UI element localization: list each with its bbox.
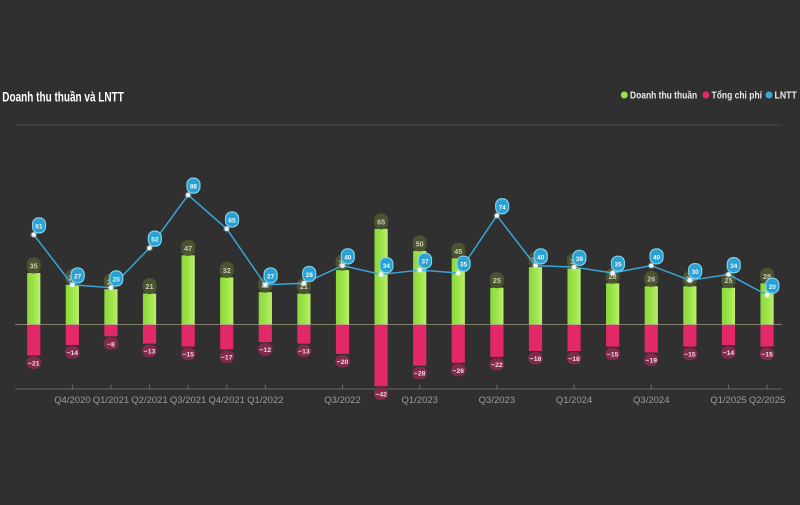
svg-text:52: 52: [151, 237, 159, 244]
svg-text:26: 26: [647, 275, 655, 284]
svg-text:45: 45: [454, 247, 462, 256]
svg-text:−19: −19: [646, 357, 658, 364]
svg-text:−26: −26: [453, 368, 465, 375]
svg-text:47: 47: [184, 244, 192, 253]
svg-text:21: 21: [300, 282, 308, 291]
svg-text:−42: −42: [375, 391, 387, 398]
svg-text:Q2/2021: Q2/2021: [131, 395, 167, 406]
svg-text:−20: −20: [337, 359, 349, 366]
svg-text:Q1/2021: Q1/2021: [93, 395, 129, 406]
svg-text:25: 25: [493, 276, 501, 285]
svg-text:−21: −21: [28, 360, 40, 367]
svg-text:65: 65: [377, 217, 385, 226]
svg-text:35: 35: [614, 262, 622, 269]
svg-text:−17: −17: [221, 355, 233, 362]
svg-text:Doanh thu thuần: Doanh thu thuần: [630, 89, 697, 101]
svg-text:−18: −18: [568, 356, 580, 363]
svg-text:27: 27: [74, 273, 82, 280]
svg-text:50: 50: [416, 239, 424, 248]
svg-text:Q1/2024: Q1/2024: [556, 395, 592, 406]
svg-text:Q4/2020: Q4/2020: [54, 395, 90, 406]
svg-text:39: 39: [576, 256, 584, 263]
svg-text:−15: −15: [182, 352, 194, 359]
svg-text:Q3/2024: Q3/2024: [633, 395, 669, 406]
svg-text:40: 40: [653, 254, 661, 261]
svg-text:37: 37: [421, 259, 429, 266]
svg-text:−15: −15: [607, 352, 619, 359]
svg-text:Tổng chi phí: Tổng chi phí: [712, 89, 764, 101]
svg-text:30: 30: [692, 269, 700, 276]
svg-text:35: 35: [460, 262, 468, 269]
svg-text:−22: −22: [491, 362, 503, 369]
svg-text:28: 28: [609, 272, 617, 281]
svg-text:Doanh thu thuần và LNTT: Doanh thu thuần và LNTT: [2, 89, 124, 105]
svg-text:Q1/2023: Q1/2023: [401, 395, 437, 406]
svg-text:28: 28: [763, 272, 771, 281]
svg-text:−12: −12: [260, 347, 272, 354]
svg-text:Q3/2022: Q3/2022: [324, 395, 360, 406]
svg-text:−18: −18: [530, 356, 542, 363]
svg-text:−14: −14: [723, 350, 735, 357]
svg-text:Q1/2025: Q1/2025: [710, 395, 746, 406]
svg-text:−13: −13: [298, 349, 310, 356]
svg-text:Q3/2023: Q3/2023: [479, 395, 515, 406]
svg-text:35: 35: [30, 261, 38, 270]
svg-text:25: 25: [724, 276, 732, 285]
svg-text:25: 25: [113, 276, 121, 283]
svg-text:28: 28: [306, 272, 314, 279]
svg-text:−28: −28: [414, 371, 426, 378]
svg-text:40: 40: [537, 254, 545, 261]
svg-text:−14: −14: [67, 350, 79, 357]
svg-text:88: 88: [190, 184, 198, 191]
svg-text:Q2/2025: Q2/2025: [749, 395, 785, 406]
svg-text:−15: −15: [684, 352, 696, 359]
svg-text:32: 32: [223, 266, 231, 275]
svg-text:Q4/2021: Q4/2021: [208, 395, 244, 406]
svg-text:Q1/2022: Q1/2022: [247, 395, 283, 406]
svg-text:−8: −8: [107, 341, 115, 348]
svg-text:37: 37: [339, 259, 347, 268]
svg-text:Q3/2021: Q3/2021: [170, 395, 206, 406]
svg-text:40: 40: [344, 254, 352, 261]
svg-text:34: 34: [383, 263, 391, 270]
svg-text:74: 74: [499, 204, 507, 211]
svg-text:LNTT: LNTT: [775, 90, 797, 101]
svg-text:−15: −15: [761, 352, 773, 359]
svg-text:27: 27: [267, 273, 275, 280]
svg-text:−13: −13: [144, 349, 156, 356]
svg-text:34: 34: [730, 263, 738, 270]
svg-text:65: 65: [228, 218, 236, 225]
svg-text:21: 21: [146, 282, 154, 291]
svg-text:61: 61: [35, 223, 43, 230]
svg-text:20: 20: [769, 284, 777, 291]
